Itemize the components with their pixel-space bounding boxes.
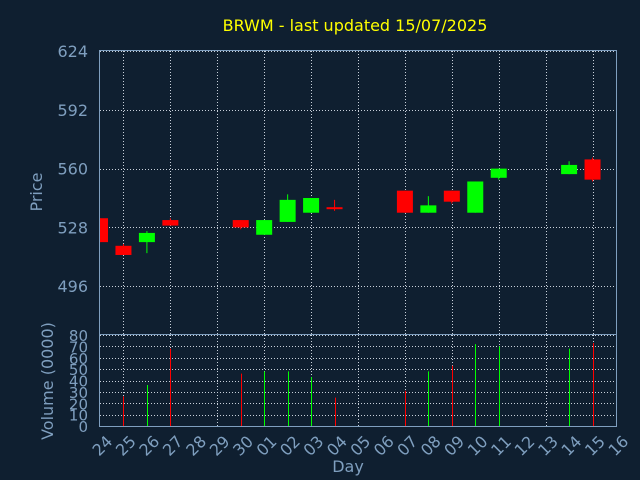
candle-body [561, 164, 578, 175]
volume-tick-label: 70 [69, 338, 88, 356]
candle-body [420, 205, 437, 213]
volume-tick-label: 60 [69, 350, 88, 368]
candle-body [232, 220, 249, 228]
candle-body [467, 181, 484, 213]
volume-tick-label: 80 [69, 327, 88, 345]
candles-layer [99, 157, 601, 255]
candle-body [396, 190, 413, 213]
price-axis-label: Price [27, 172, 46, 211]
price-tick-label: 496 [57, 277, 88, 296]
candle-body [100, 218, 108, 243]
day-tick-labels: 2425262728293001020304050607080910111213… [88, 432, 632, 460]
volume-layer [123, 342, 594, 426]
candle-body [279, 199, 296, 222]
day-axis-label: Day [332, 457, 364, 476]
candle-body [162, 220, 179, 226]
price-tick-label: 528 [57, 218, 88, 237]
chart-title: BRWM - last updated 15/07/2025 [223, 16, 488, 35]
volume-tick-label: 30 [69, 384, 88, 402]
candle-body [490, 168, 507, 178]
volume-tick-label: 10 [69, 407, 88, 425]
price-tick-label: 592 [57, 101, 88, 120]
volume-panel-frame [99, 334, 617, 427]
day-tick-label: 16 [604, 432, 632, 460]
price-tick-label: 624 [57, 42, 88, 61]
candle-body [303, 198, 320, 213]
price-tick-labels: 624 592 560 528 496 [57, 42, 88, 296]
volume-tick-label: 20 [69, 395, 88, 413]
candle-body [584, 159, 601, 180]
volume-tick-label: 50 [69, 361, 88, 379]
volume-tick-label: 0 [78, 418, 88, 436]
candle-body [443, 190, 460, 202]
volume-axis-label: Volume (0000) [38, 322, 57, 440]
grid-layer [100, 51, 616, 427]
price-tick-label: 560 [57, 160, 88, 179]
candle-body [115, 245, 132, 255]
candle-body [256, 220, 273, 235]
candle-body [138, 232, 155, 243]
volume-tick-label: 40 [69, 373, 88, 391]
candle-body [326, 207, 343, 210]
